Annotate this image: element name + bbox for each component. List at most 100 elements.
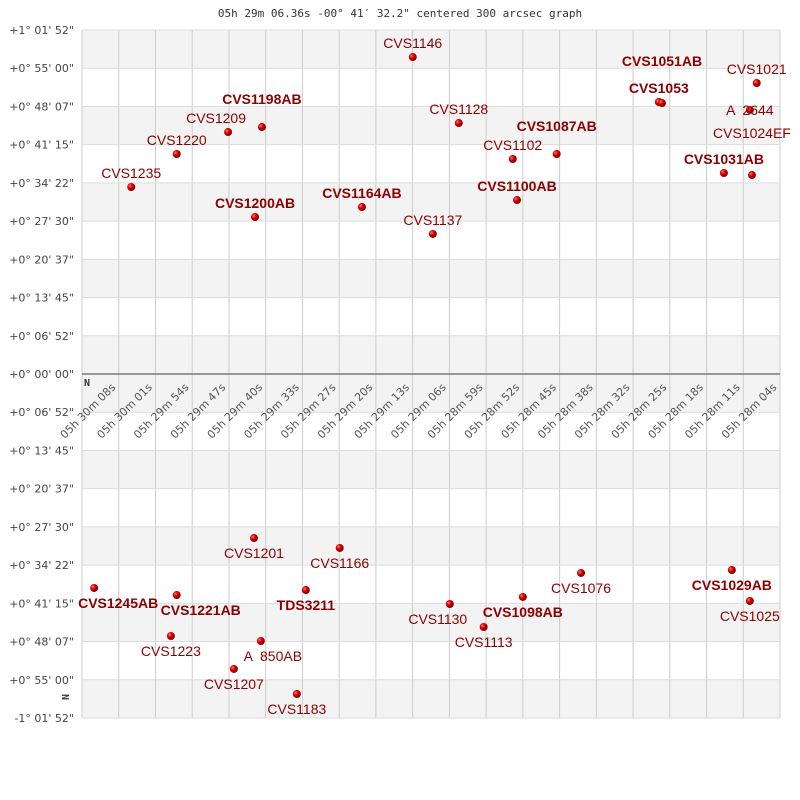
y-tick-label: +0° 20' 37": [9, 483, 74, 496]
band: [82, 182, 780, 222]
point-label: CVS1137: [403, 212, 462, 228]
point-label: CVS1164AB: [322, 185, 401, 201]
compass-north-label-rotated: N: [59, 694, 70, 700]
y-tick-label: +0° 06' 52": [9, 330, 74, 343]
star-point: CVS1051AB: [622, 53, 702, 108]
y-tick-label: +0° 41' 15": [9, 597, 74, 610]
point-marker: [257, 123, 266, 132]
point-label: CVS1024EF: [713, 125, 791, 141]
band: [82, 526, 780, 566]
star-point: CVS1146: [383, 35, 442, 62]
point-label: CVS1146: [383, 35, 442, 51]
y-tick-label: +0° 27' 30": [9, 521, 74, 534]
point-marker: [657, 99, 666, 108]
star-point: CVS1166: [310, 543, 369, 571]
star-point: A 850AB: [244, 636, 302, 664]
star-point: A 2644: [726, 102, 774, 118]
point-marker: [172, 149, 181, 158]
point-label: CVS1166: [310, 555, 369, 571]
point-marker: [357, 203, 366, 212]
star-point: CVS1102: [483, 137, 542, 163]
star-point: CVS1130: [408, 600, 467, 627]
compass-north-label: N: [84, 378, 90, 389]
band: [82, 335, 780, 374]
point-marker: [512, 196, 521, 205]
star-point: CVS1198AB: [222, 91, 302, 132]
star-point: CVS1137: [403, 212, 463, 238]
y-tick-label: -1° 01' 52": [14, 712, 74, 725]
point-label: A 2644: [726, 102, 774, 118]
star-point: CVS1207: [204, 664, 264, 692]
band: [82, 679, 780, 718]
star-point: CVS1201: [224, 534, 284, 561]
y-tick-label: +0° 20' 37": [9, 253, 74, 266]
point-marker: [224, 128, 233, 137]
band: [82, 374, 780, 413]
point-marker: [166, 631, 175, 640]
star-point: CVS1200AB: [215, 195, 295, 222]
star-point: CVS1113: [455, 622, 513, 650]
point-label: CVS1128: [429, 101, 488, 117]
point-marker: [292, 689, 301, 698]
point-label: CVS1221AB: [161, 602, 241, 618]
band: [82, 30, 780, 69]
star-point: CVS1098AB: [483, 592, 563, 620]
y-tick-label: +0° 48' 07": [9, 100, 74, 113]
point-marker: [90, 583, 99, 592]
point-marker: [719, 168, 728, 177]
point-marker: [127, 182, 136, 191]
y-tick-label: +0° 00' 00": [9, 368, 74, 381]
star-point: CVS1024EF: [713, 125, 791, 180]
point-marker: [518, 592, 527, 601]
y-tick-label: +0° 13' 45": [9, 292, 74, 305]
point-label: CVS1223: [141, 643, 201, 659]
star-point: CVS1223: [141, 631, 201, 659]
point-marker: [335, 543, 344, 552]
point-label: CVS1025: [720, 608, 780, 624]
data-points: CVS1235 CVS1220 CVS1209 CVS1198AB CVS1200AB C…: [78, 35, 791, 717]
point-marker: [727, 566, 736, 575]
chart-title: 05h 29m 06.36s -00° 41′ 32.2" centered 3…: [218, 7, 582, 20]
band: [82, 603, 780, 642]
point-label: CVS1198AB: [222, 91, 301, 107]
star-point: CVS1164AB: [322, 185, 402, 212]
point-marker: [172, 591, 181, 600]
y-tick-label: +0° 13' 45": [9, 444, 74, 457]
point-label: CVS1100AB: [477, 178, 556, 194]
grid: [81, 29, 781, 719]
point-label: CVS1087AB: [517, 118, 597, 134]
star-point: CVS1029AB: [692, 566, 772, 593]
point-marker: [745, 105, 754, 114]
star-point: CVS1025: [720, 596, 780, 624]
point-label: CVS1113: [455, 634, 513, 650]
y-tick-label: +0° 55' 00": [9, 674, 74, 687]
point-marker: [428, 229, 437, 238]
point-label: CVS1031AB: [684, 151, 764, 167]
point-marker: [445, 600, 454, 609]
y-axis: +1° 01' 52" +0° 55' 00" +0° 48' 07" +0° 41'…: [9, 24, 74, 725]
point-label: TDS3211: [277, 597, 336, 613]
star-point: CVS1245AB: [78, 583, 158, 611]
star-point: CVS1087AB: [517, 118, 597, 158]
star-point: CVS1209: [186, 110, 246, 137]
point-marker: [508, 155, 517, 163]
star-point: CVS1076: [551, 568, 611, 596]
point-label: CVS1076: [551, 580, 611, 596]
point-marker: [256, 636, 265, 645]
point-marker: [301, 586, 310, 595]
point-marker: [454, 119, 463, 128]
y-tick-label: +0° 34' 22": [9, 177, 74, 190]
point-label: CVS1200AB: [215, 195, 295, 211]
point-marker: [408, 53, 417, 62]
star-point: TDS3211: [277, 586, 336, 613]
y-tick-label: +0° 41' 15": [9, 139, 74, 152]
y-tick-label: +0° 27' 30": [9, 215, 74, 228]
point-label: CVS1183: [267, 701, 326, 717]
point-marker: [745, 596, 754, 605]
point-marker: [229, 664, 238, 673]
point-marker: [249, 534, 258, 543]
point-marker: [747, 171, 756, 180]
point-label: CVS1021: [727, 61, 787, 77]
star-point: CVS1235: [101, 165, 161, 191]
